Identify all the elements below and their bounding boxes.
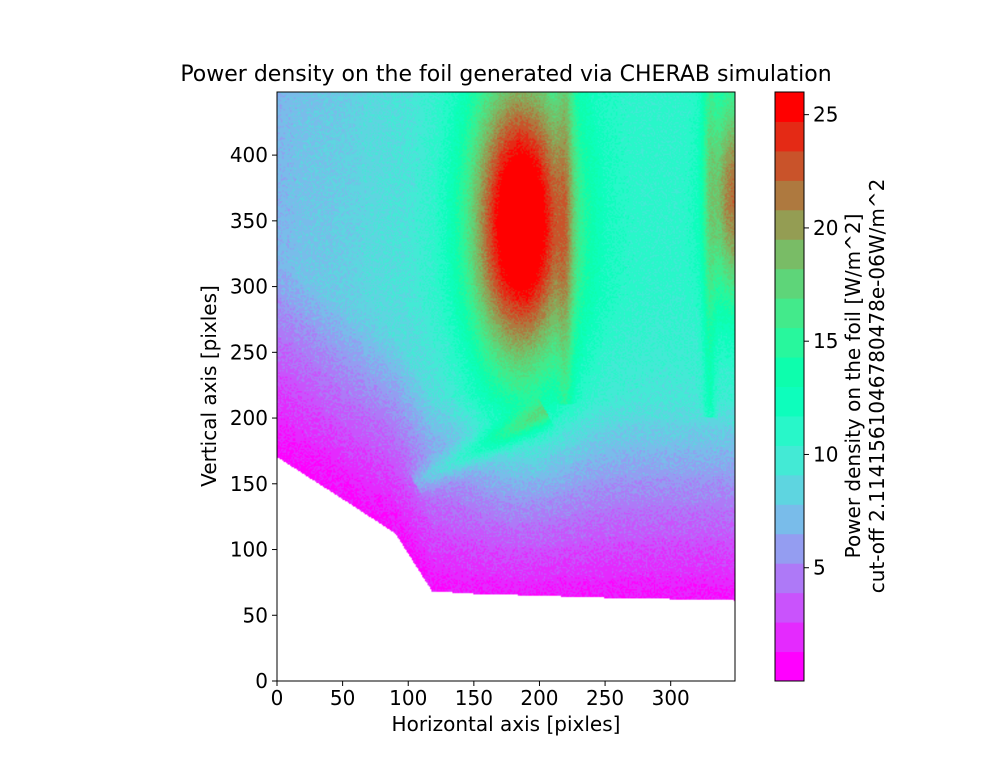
power-density-heatmap	[277, 92, 735, 681]
colorbar-level	[775, 92, 804, 122]
colorbar-tick-label: 25	[813, 103, 838, 127]
colorbar	[775, 92, 804, 682]
colorbar-level	[775, 180, 804, 211]
x-axis-label: Horizontal axis [pixles]	[392, 712, 621, 736]
y-tick-label: 300	[230, 275, 268, 299]
colorbar-label-line1: Power density on the foil [W/m^2]	[841, 214, 865, 559]
colorbar-tick-label: 5	[813, 556, 826, 580]
colorbar-tick-label: 20	[813, 216, 838, 240]
y-tick-label: 400	[230, 143, 268, 167]
colorbar-level	[775, 415, 804, 446]
plot-frame	[276, 91, 736, 682]
colorbar-frame	[774, 91, 805, 682]
y-tick-label: 350	[230, 209, 268, 233]
x-axis-ticks: 0 50 100 150 200 250 300	[271, 681, 690, 710]
colorbar-level	[775, 150, 804, 181]
y-tick-label: 200	[230, 406, 268, 430]
x-tick-label: 50	[330, 686, 355, 710]
y-axis-label: Vertical axis [pixles]	[197, 285, 221, 487]
y-axis-ticks: 0 50 100 150 200 250 300 350 400	[230, 143, 277, 693]
colorbar-level	[775, 504, 804, 535]
colorbar-level	[775, 445, 804, 476]
colorbar-level	[775, 298, 804, 329]
y-tick-label: 150	[230, 472, 268, 496]
colorbar-level	[775, 563, 804, 594]
colorbar-level	[775, 474, 804, 505]
colorbar-level	[775, 121, 804, 152]
colorbar-level	[775, 622, 804, 653]
y-tick-label: 100	[230, 538, 268, 562]
colorbar-label-line2: cut-off 2.1141561046780478e-06W/m^2	[865, 179, 889, 594]
x-tick-label: 150	[455, 686, 493, 710]
y-tick-label: 50	[243, 603, 268, 627]
colorbar-level	[775, 327, 804, 358]
y-tick-label: 0	[255, 669, 268, 693]
colorbar-level	[775, 239, 804, 270]
colorbar-level	[775, 357, 804, 387]
chart-title: Power density on the foil generated via …	[180, 62, 831, 87]
colorbar-ticks: 5 10 15 20 25	[804, 103, 838, 580]
x-tick-label: 100	[389, 686, 427, 710]
colorbar-level	[775, 268, 804, 299]
x-tick-label: 300	[652, 686, 690, 710]
colorbar-level	[775, 592, 804, 623]
y-tick-label: 250	[230, 340, 268, 364]
x-tick-label: 0	[271, 686, 284, 710]
colorbar-tick-label: 10	[813, 442, 838, 466]
colorbar-level	[775, 533, 804, 564]
colorbar-level	[775, 651, 804, 682]
x-tick-label: 250	[586, 686, 624, 710]
x-tick-label: 200	[520, 686, 558, 710]
colorbar-level	[775, 386, 804, 417]
colorbar-level	[775, 209, 804, 240]
colorbar-tick-label: 15	[813, 329, 838, 353]
